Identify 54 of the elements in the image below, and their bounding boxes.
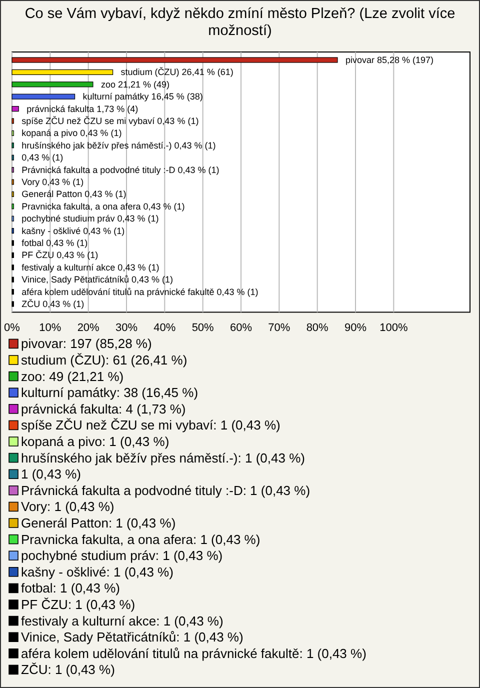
text: zoo: 49 (21,21 %): [21, 368, 124, 384]
category-label: PF ČZU 0,43 % (1): [22, 250, 98, 260]
category-label: Právnická fakulta a podvodné tituly :-D 0,43 % (1): [22, 164, 220, 175]
category-label: aféra kolem udělování titulů na právnické fakultě 0,43 % (1): [22, 286, 258, 297]
text: PF ČZU: 1 (0,43 %): [21, 597, 136, 612]
text: aféra kolem udělování titulů na právnické fakultě: 1 (0,43 %): [21, 646, 366, 661]
text: Generál Patton: 1 (0,43 %): [21, 516, 176, 530]
text: právnická fakulta: 4 (1,73 %): [21, 401, 186, 416]
text: pochybné studium práv: 1 (0,43 %): [21, 548, 223, 564]
text: 1 (0,43 %): [21, 466, 81, 482]
text: hrušínského jak běžív přes náměstí.-): 1 (0,43 %): [21, 450, 305, 466]
category-label: Pravnicka fakulta, a ona afera 0,43 % (1): [22, 201, 185, 212]
text: studium (ČZU): 61 (26,41 %): [21, 352, 188, 368]
category-label: zoo 21,21 % (49): [100, 79, 170, 90]
x-tick-label: 50%: [192, 322, 214, 334]
x-tick-label: 30%: [115, 322, 138, 334]
category-label: fotbal 0,43 % (1): [22, 238, 88, 248]
text: spíše ZČU než ČZU se mi vybaví: 1 (0,43 %): [21, 418, 280, 433]
text: kopaná a pivo: 1 (0,43 %): [21, 434, 170, 449]
category-label: spíše ZČU než ČZU se mi vybaví 0,43 % (1): [22, 116, 199, 126]
text: kašny - ošklivé: 1 (0,43 %): [21, 564, 174, 580]
text: Vory: 1 (0,43 %): [21, 499, 114, 514]
category-label: studium (ČZU) 26,41 % (61): [120, 67, 234, 78]
x-tick-label: 60%: [230, 322, 252, 334]
x-tick-label: 0%: [4, 322, 20, 334]
category-label: festivaly a kulturní akce 0,43 % (1): [22, 262, 160, 272]
category-label: kulturní památky 16,45 % (38): [82, 92, 203, 102]
data-label: 0,43 % (1): [22, 152, 64, 163]
category-label: Vory 0,43 % (1): [22, 177, 84, 187]
x-tick-label: 80%: [306, 322, 329, 334]
x-tick-label: 10%: [39, 322, 62, 334]
category-label: ZČU 0,43 % (1): [22, 299, 84, 309]
text: Pravnicka fakulta, a ona afera: 1 (0,43 %): [21, 532, 260, 547]
category-label: kopaná a pivo 0,43 % (1): [22, 128, 122, 138]
category-label: právnická fakulta 1,73 % (4): [26, 104, 138, 114]
x-tick-label: 20%: [77, 322, 100, 334]
x-tick-label: 70%: [268, 322, 290, 334]
text: kulturní památky: 38 (16,45 %): [21, 385, 198, 400]
text: fotbal: 1 (0,43 %): [21, 580, 120, 596]
category-label: hrušínského jak běžív přes náměstí.-) 0,43 % (1): [22, 140, 216, 150]
x-tick-label: 100%: [380, 322, 408, 334]
text: festivaly a kulturní akce: 1 (0,43 %): [21, 613, 224, 628]
x-tick-label: 40%: [154, 322, 176, 334]
x-tick-label: 90%: [344, 322, 367, 334]
text: ZČU: 1 (0,43 %): [21, 662, 115, 678]
text: Právnická fakulta a podvodné tituly :-D: 1 (0,43 %): [21, 482, 310, 498]
category-label: Generál Patton 0,43 % (1): [22, 189, 126, 200]
category-label: pochybné studium práv 0,43 % (1): [22, 214, 159, 224]
category-label: Vinice, Sady Pětatřicátníků 0,43 % (1): [22, 274, 174, 285]
text: Vinice, Sady Pětatřicátníků: 1 (0,43 %): [21, 630, 244, 645]
text: pivovar: 197 (85,28 %): [21, 336, 152, 352]
category-label: kašny - ošklivé 0,43 % (1): [22, 226, 125, 236]
chart-title: Co se Vám vybaví, když někdo zmíní město Plzeň? (Lze zvolit více možností): [24, 6, 456, 39]
category-label: pivovar 85,28 % (197): [345, 55, 434, 65]
